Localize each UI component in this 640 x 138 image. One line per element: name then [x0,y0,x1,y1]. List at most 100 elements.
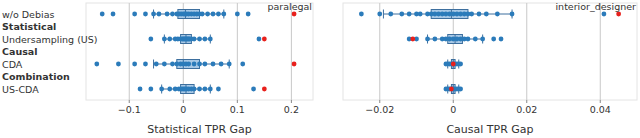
point [477,12,482,17]
point-label: paralegal [267,1,312,12]
tick-mark [291,100,292,103]
point [219,62,224,67]
grid-line [129,3,130,100]
tick-mark [600,100,601,103]
point [221,12,226,17]
point [94,62,99,67]
tick-mark [526,100,527,103]
whisker-cap [383,10,384,19]
marks [94,10,296,94]
whisker [194,89,210,90]
point [216,12,221,17]
tick-label: 0.2 [284,104,299,115]
point [262,37,267,42]
point [203,62,208,67]
point [359,12,364,17]
point [211,62,216,67]
category-label: Combination [2,71,70,82]
point [495,12,500,17]
point [227,62,232,67]
point [257,37,262,42]
tick-label: 0.1 [230,104,245,115]
plot-frame [343,3,637,100]
point [208,87,213,92]
point [480,37,485,42]
point [132,62,137,67]
point [292,12,297,17]
point [240,62,245,67]
box [448,35,463,44]
tick-label: 0.02 [516,104,537,115]
box [431,10,468,19]
plot-frame [86,3,313,100]
tick-label: −0.02 [365,104,394,115]
point [458,62,463,67]
point [410,37,415,42]
box [451,60,455,69]
point [469,12,474,17]
category-label: CDA [2,59,23,70]
point [262,87,267,92]
point [449,87,454,92]
category-label: Causal [2,46,37,57]
grid-line [237,3,238,100]
tick-label: 0.04 [590,104,611,115]
point [151,12,156,17]
point [197,62,202,67]
point [491,37,496,42]
point [143,12,148,17]
point [162,37,167,42]
point [203,37,208,42]
point [388,12,393,17]
point [451,62,456,67]
point [602,12,607,17]
category-label: Undersampling (US) [2,34,98,45]
point [208,37,213,42]
point [197,37,202,42]
point [192,87,197,92]
point [203,87,208,92]
tick-mark [183,100,184,103]
axis-title: Statistical TPR Gap [147,123,252,136]
point [377,12,382,17]
grid-line [379,3,380,100]
point [170,12,175,17]
point [216,87,221,92]
tick-label: −0.1 [118,104,141,115]
tick-mark [237,100,238,103]
tick-mark [453,100,454,103]
figure: −0.1 0 0.1 0.2 Statistical TPR Gap w/o Debias… [0,0,640,138]
point [399,12,404,17]
whisker [468,14,512,15]
point [100,12,105,17]
box [178,10,200,19]
point [425,37,430,42]
point [186,62,191,67]
axis-title: Causal TPR Gap [446,123,533,136]
point [143,62,148,67]
point [200,12,205,17]
tick-label: 0 [450,104,456,115]
marks [359,10,621,94]
category-label: w/o Debias [2,9,54,20]
point [418,12,423,17]
point [458,87,463,92]
grid-line [526,3,527,100]
point [235,12,240,17]
point [484,12,489,17]
category-label: US-CDA [2,84,39,95]
point [167,37,172,42]
tick-mark [379,100,380,103]
point [407,12,412,17]
point [510,12,515,17]
point [157,12,162,17]
point [197,87,202,92]
point [167,87,172,92]
point [466,37,471,42]
box [177,60,200,69]
point [132,12,137,17]
point [165,12,170,17]
tick-label: 0 [180,104,186,115]
point [251,87,256,92]
point [616,12,621,17]
